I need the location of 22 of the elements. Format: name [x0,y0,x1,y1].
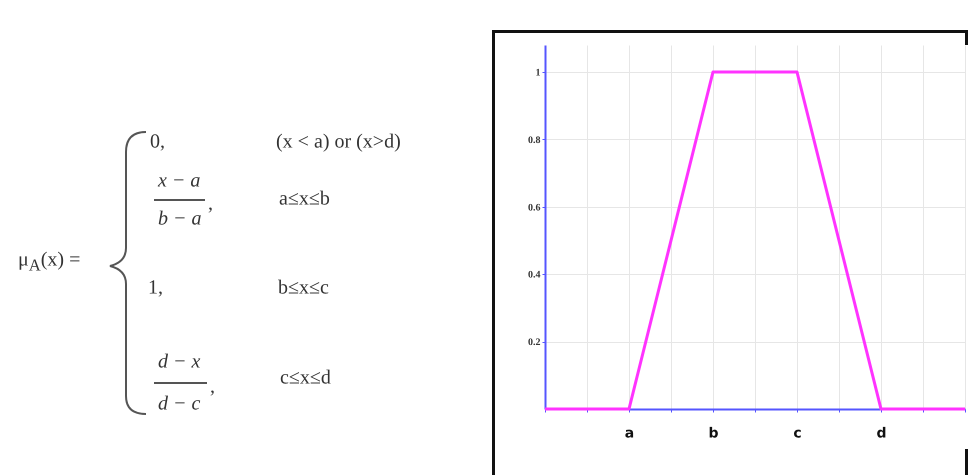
text: b − a [158,208,202,230]
text: d − c [158,392,200,416]
y-tick-label: 0.6 [528,202,540,214]
text: a≤x≤b [279,188,330,210]
text: , [210,376,215,398]
text: 1, [148,276,163,300]
text: 0, [150,130,165,154]
y-tick-label: 0.8 [528,134,540,146]
y-tick-label: 0.4 [528,270,540,281]
text: d − x [158,350,200,374]
text: x − a [158,170,200,192]
x-tick-label: c [793,426,802,442]
x-tick-label: d [876,426,887,442]
text: , [208,192,213,216]
text: (x < a) or (x>d) [276,130,401,154]
text: μ$_{A}$(x) = [18,248,80,276]
y-tick-label: 0.2 [528,337,540,348]
y-tick-label: 1 [536,67,540,78]
text: b≤x≤c [278,276,329,300]
x-tick-label: a [624,426,634,442]
x-tick-label: b [708,426,719,442]
text: c≤x≤d [280,366,331,390]
